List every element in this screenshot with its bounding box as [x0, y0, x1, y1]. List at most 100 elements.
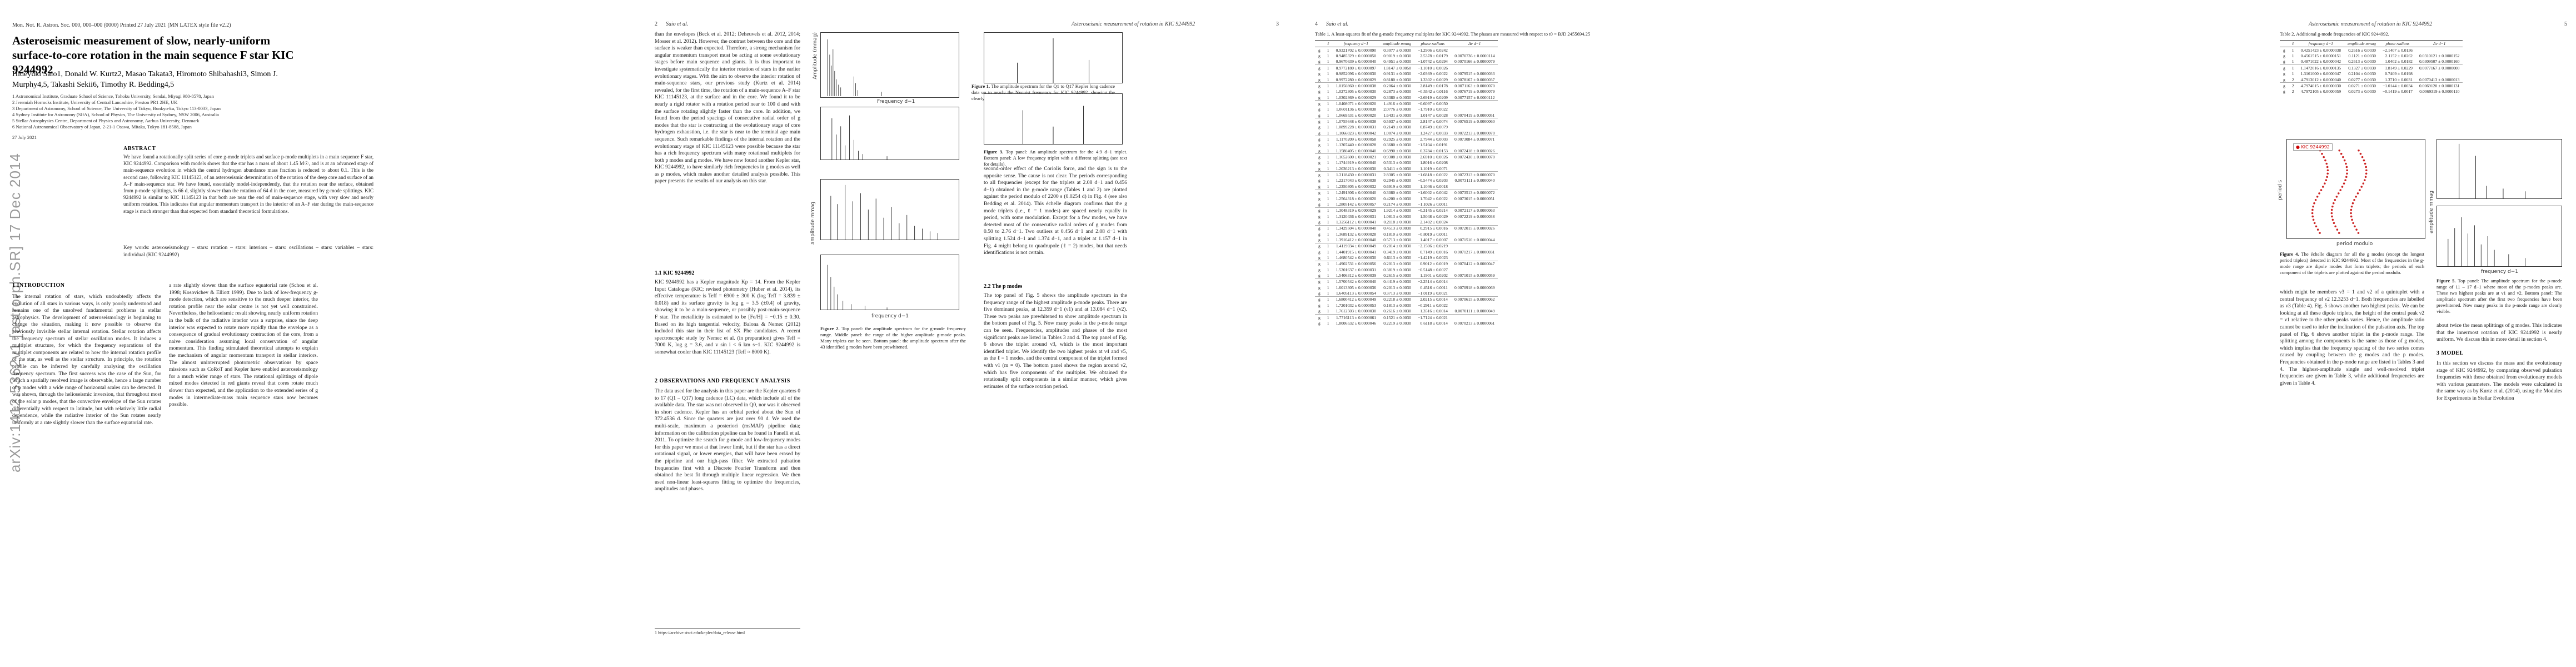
table-1-cell: 1	[1327, 160, 1329, 166]
table-1-cell: 0.0073111 ± 0.0000040	[1454, 178, 1495, 183]
figure-3-adjacent-text: second-order effect of the Coriolis forc…	[984, 166, 1127, 256]
table-1-cell: g	[1315, 171, 1324, 178]
table-1-cell: 0.2014 ± 0.0030	[1379, 242, 1414, 249]
table-2-cell: 1.0402 ± 0.0182	[2385, 59, 2413, 64]
table-1-cell: −1.6818 ± 0.0022	[1414, 171, 1451, 178]
echelle-point	[2333, 222, 2335, 225]
table-1-row: g 1 1.5700542 ± 0.0000040 0.4419 ± 0.0030 −2…	[1315, 278, 1498, 285]
table-1-cell: 1	[1323, 242, 1333, 249]
figure-5-bottom-spectrum	[2448, 217, 2526, 266]
figure-2-middle-panel	[820, 179, 959, 240]
table-1-cell: g	[1318, 77, 1321, 82]
table-1-cell: 1	[1327, 112, 1329, 118]
table-1-cell: 1.0150860 ± 0.0000038	[1332, 82, 1380, 89]
table-1-cell: 1.1019 ± 0.0071	[1420, 166, 1448, 171]
table-1-cell: 0.0076719 ± 0.0000079	[1454, 89, 1495, 94]
table-1-row: g 1 1.3048319 ± 0.0000029 1.9214 ± 0.0030 −0…	[1315, 207, 1498, 213]
echelle-point	[2326, 166, 2329, 168]
table-1-cell: 1.1652600 ± 0.0000021	[1332, 153, 1380, 160]
figure-5-caption: Figure 5. Top panel: The amplitude spect…	[2437, 278, 2563, 314]
table-1-cell: 0.0070419 ± 0.0000051	[1454, 112, 1495, 118]
table-1-cell	[1451, 201, 1498, 207]
table-1-cell: 1	[1327, 237, 1329, 243]
table-1-cell: 1	[1327, 249, 1329, 255]
table-1-cell: −0.5542 ± 0.0116	[1418, 89, 1448, 94]
table-1-cell: 0.2945 ± 0.0030	[1383, 178, 1411, 183]
table-1-cell: 0.0073015 ± 0.0000051	[1454, 196, 1495, 201]
table-1-cell: 0.9321702 ± 0.0000090	[1336, 47, 1377, 53]
table-2-cell: 0.4871022 ± 0.0000042	[2300, 59, 2341, 64]
table-1-header-cell	[1315, 40, 1324, 47]
figure-2-bottom-panel	[820, 255, 959, 310]
table-1-cell	[1451, 302, 1498, 308]
table-2-cell: g	[2283, 53, 2285, 59]
figure-4-caption: Figure 4. The échelle diagram for all th…	[2280, 251, 2424, 275]
figure-1-xlabel: Frequency d−1	[877, 99, 915, 104]
figure-4-ylabel: period s	[2278, 180, 2283, 200]
table-1-cell	[1451, 183, 1498, 190]
table-1-cell: 1	[1327, 273, 1329, 278]
table-1-cell: 0.0070213 ± 0.0000061	[1454, 320, 1495, 326]
table-1-cell: 1.2564318 ± 0.0000020	[1336, 196, 1377, 201]
table-1-cell: 0.0073513 ± 0.0000072	[1451, 189, 1498, 196]
date: 27 July 2021	[12, 135, 37, 140]
table-2-cell: 0.2616 ± 0.0030	[2348, 47, 2376, 53]
table-1-cell: 1.0755648 ± 0.0000038	[1332, 118, 1380, 125]
table-1-cell: 0.8749 ± 0.0079	[1420, 125, 1448, 130]
running-author: Saio et al.	[666, 21, 689, 27]
table-1-cell: 2.1402 ± 0.0024	[1420, 220, 1448, 225]
table-1-cell: −0.5148 ± 0.0027	[1417, 267, 1448, 272]
table-1-cell: 0.0078167 ± 0.0000037	[1454, 77, 1495, 82]
table-1-cell: 0.2013 ± 0.0030	[1383, 285, 1411, 290]
table-2-cell: 1	[2291, 59, 2294, 64]
echelle-point	[2363, 159, 2365, 162]
table-1-cell: g	[1318, 237, 1321, 243]
table-1-cell: 1.8006532 ± 0.0000046	[1336, 320, 1377, 326]
table-1-cell: 1.2036213 ± 0.0000030	[1336, 166, 1377, 171]
table-1-cell: 0.0072313 ± 0.0000070	[1451, 171, 1498, 178]
table-1-cell: 1	[1327, 107, 1329, 112]
affiliation: 6 National Astronomical Observatory of J…	[12, 124, 192, 130]
table-1-cell: 0.0072015 ± 0.0000026	[1451, 225, 1498, 231]
table-1-cell: 1	[1323, 207, 1333, 213]
echelle-point	[2337, 192, 2340, 195]
figure-3-bottom-spectrum	[1022, 106, 1084, 144]
table-1-header-cell: Δν d−1	[1451, 40, 1498, 47]
table-1-cell: g	[1318, 178, 1321, 183]
table-1-cell: 1	[1323, 153, 1333, 160]
table-2-cell: 0.1327 ± 0.0030	[2344, 64, 2379, 71]
table-1-cell: g	[1318, 94, 1321, 100]
table-2-cell: 1.3710 ± 0.0031	[2385, 77, 2413, 82]
table-1-cell: 1.2350305 ± 0.0000032	[1336, 183, 1377, 189]
table-1-cell: 1.1046 ± 0.0018	[1420, 183, 1448, 189]
table-2-cell: 2	[2291, 77, 2294, 82]
table-1-cell: 0.0070918 ± 0.0000069	[1454, 285, 1495, 290]
table-1-cell: 1.4119034 ± 0.0000049	[1332, 242, 1380, 249]
table-1-cell: 0.0070412 ± 0.0000047	[1451, 260, 1498, 267]
echelle-point	[2357, 232, 2360, 234]
table-1-cell: 0.1810 ± 0.0030	[1383, 231, 1411, 237]
echelle-point	[2339, 189, 2342, 191]
table-1-cell: 1	[1323, 64, 1333, 71]
table-1-cell: 1.1744919 ± 0.0000040	[1336, 160, 1377, 166]
table-1-row: g 1 0.9321702 ± 0.0000090 0.3077 ± 0.0030 −1…	[1315, 47, 1498, 53]
page-number: 2	[655, 21, 657, 27]
table-1-cell: 1.7201032 ± 0.0000053	[1336, 302, 1377, 308]
running-author: Saio et al.	[1326, 21, 1349, 27]
echelle-point	[2355, 228, 2358, 231]
table-2-grid: ℓ frequency d−1 amplitude mmag phase radian…	[2280, 40, 2463, 94]
table-1-row: g 1 1.2118430 ± 0.0000031 2.8305 ± 0.0030 −1…	[1315, 171, 1498, 178]
echelle-point	[2343, 182, 2345, 185]
table-1-cell: g	[1318, 160, 1321, 166]
table-1-cell: 1	[1327, 59, 1329, 64]
table-1-row: g 1 1.1652600 ± 0.0000021 0.9308 ± 0.0030 2.…	[1315, 153, 1498, 160]
figure-2-top-spectrum	[831, 115, 888, 160]
figure-5-adjacent-text: about twice the mean splittings of g mod…	[2437, 322, 2562, 343]
table-1-cell: g	[1318, 71, 1321, 77]
table-1-cell: 1.4902531 ± 0.0000056	[1332, 260, 1380, 267]
table-1-cell	[1451, 219, 1498, 225]
table-1-cell: 2.8149 ± 0.0178	[1414, 82, 1451, 89]
table-1-row: g 1 0.9852096 ± 0.0000030 0.9131 ± 0.0030 −2…	[1315, 71, 1498, 77]
table-1-row: g 1 1.1580405 ± 0.0000040 0.6990 ± 0.0030 0.…	[1315, 148, 1498, 154]
echelle-point	[2358, 149, 2360, 152]
